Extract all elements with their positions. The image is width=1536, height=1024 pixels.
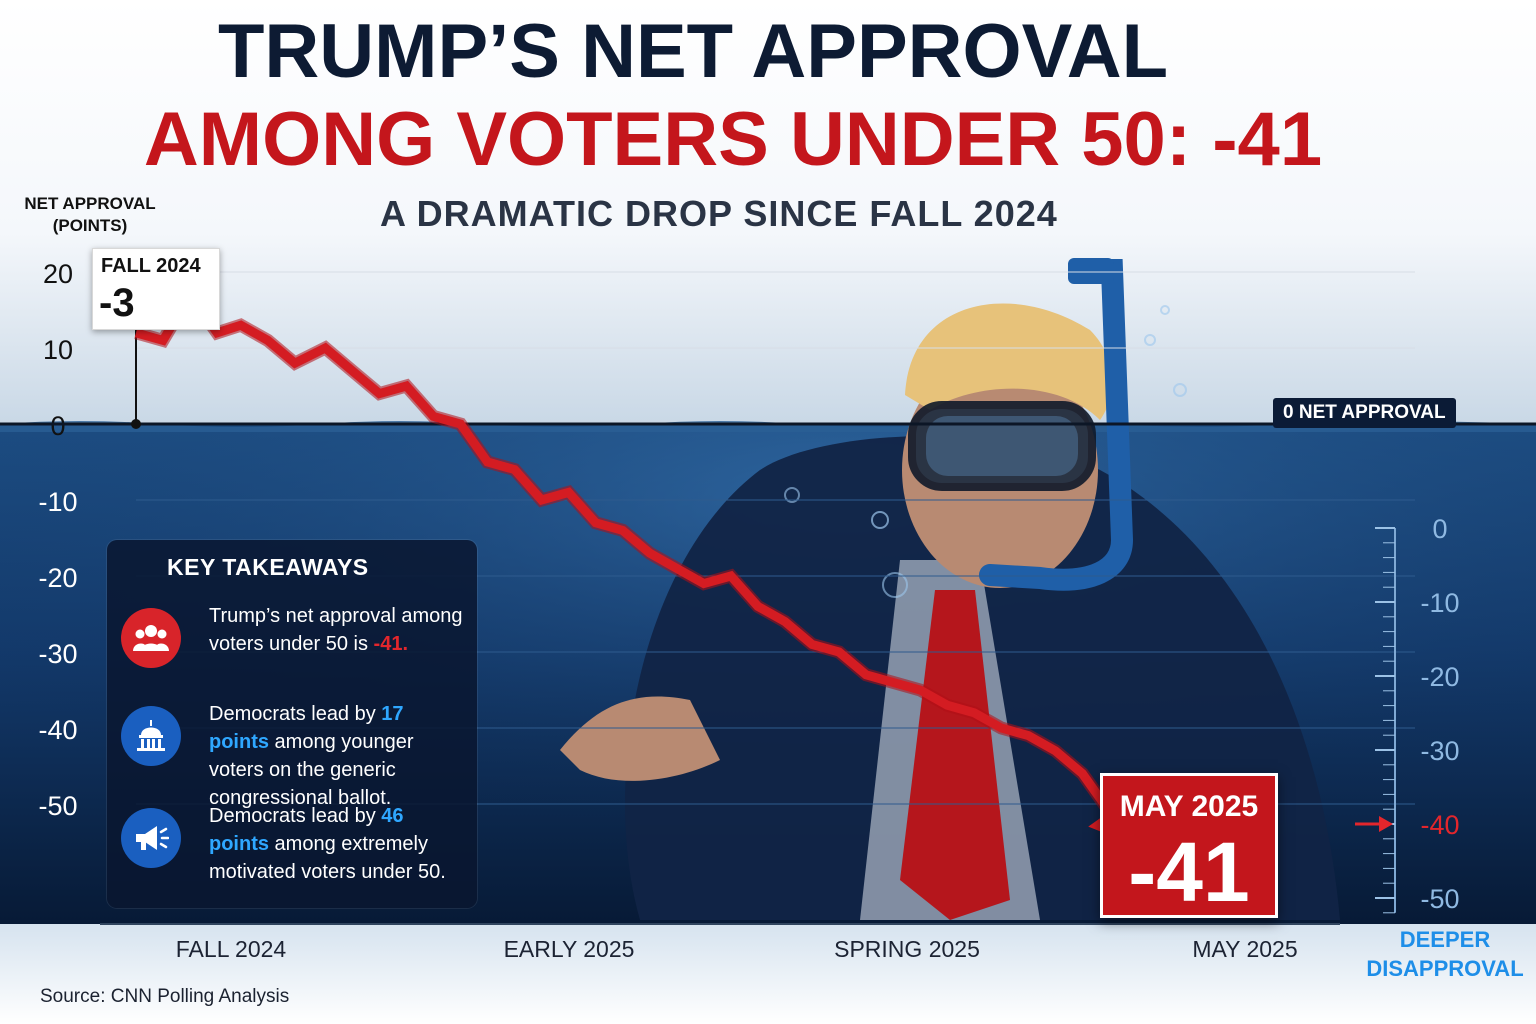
gauge-label: -20 bbox=[1420, 662, 1459, 692]
megaphone-icon bbox=[121, 808, 181, 868]
end-callout: MAY 2025 -41 bbox=[1100, 773, 1278, 919]
gauge-label: 0 bbox=[1432, 514, 1447, 544]
takeaway-highlight: -41. bbox=[373, 633, 408, 655]
end-callout-label: MAY 2025 bbox=[1119, 790, 1259, 823]
title-line-1: TRUMP’S NET APPROVAL bbox=[217, 9, 1169, 94]
y-tick-label: -30 bbox=[38, 639, 77, 669]
takeaway-text: Trump’s net approval among voters under … bbox=[209, 605, 463, 655]
zero-baseline-label: 0 NET APPROVAL bbox=[1273, 398, 1456, 428]
x-tick-label: MAY 2025 bbox=[1192, 936, 1298, 962]
gauge-label: -50 bbox=[1420, 884, 1459, 914]
key-takeaways-heading: KEY TAKEAWAYS bbox=[167, 554, 369, 580]
x-tick-label: SPRING 2025 bbox=[834, 936, 980, 962]
y-axis-label: NET APPROVAL (POINTS) bbox=[24, 194, 156, 236]
takeaway-highlight: 17 points bbox=[209, 703, 404, 753]
y-tick-label: 10 bbox=[43, 335, 73, 365]
start-marker-dot bbox=[131, 419, 141, 429]
deeper-disapproval-caption: DEEPER DISAPPROVAL bbox=[1366, 927, 1524, 981]
start-callout-label: FALL 2024 bbox=[101, 255, 201, 277]
y-tick-label: -40 bbox=[38, 715, 77, 745]
takeaway-text: Democrats lead by 17 points among younge… bbox=[209, 703, 414, 809]
x-tick-label: EARLY 2025 bbox=[503, 936, 635, 962]
y-tick-label: -10 bbox=[38, 487, 77, 517]
y-tick-label: -50 bbox=[38, 791, 77, 821]
y-tick-label: 20 bbox=[43, 259, 73, 289]
start-callout: FALL 2024 -3 bbox=[92, 248, 220, 330]
y-tick-label: 0 bbox=[50, 411, 65, 441]
title-line-2: AMONG VOTERS UNDER 50: -41 bbox=[143, 97, 1323, 182]
takeaway-highlight: 46 points bbox=[209, 805, 404, 855]
subtitle: A DRAMATIC DROP SINCE FALL 2024 bbox=[380, 193, 1058, 234]
start-callout-value: -3 bbox=[99, 281, 135, 325]
x-tick-label: FALL 2024 bbox=[175, 936, 287, 962]
y-tick-label: -20 bbox=[38, 563, 77, 593]
key-takeaways-panel: KEY TAKEAWAYS Trump’s net approval among… bbox=[107, 540, 477, 908]
gauge-marker bbox=[1379, 816, 1393, 832]
gauge-label: -30 bbox=[1420, 736, 1459, 766]
capitol-icon bbox=[121, 706, 181, 766]
takeaway-text: Democrats lead by 46 points among extrem… bbox=[209, 805, 446, 883]
source-note: Source: CNN Polling Analysis bbox=[40, 986, 290, 1007]
gauge-label: -40 bbox=[1420, 810, 1459, 840]
gauge-label: -10 bbox=[1420, 588, 1459, 618]
people-group-icon bbox=[121, 608, 181, 668]
end-callout-value: -41 bbox=[1128, 825, 1250, 919]
